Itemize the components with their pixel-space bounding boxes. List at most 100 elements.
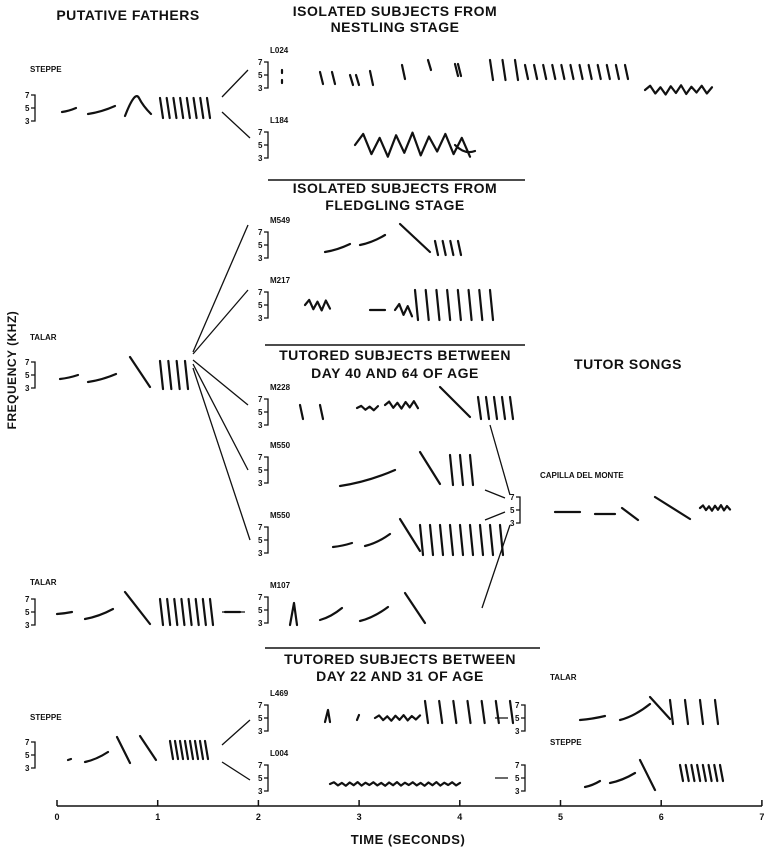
sonogram xyxy=(168,739,210,761)
sonogram xyxy=(288,601,299,627)
scale-label: 3 xyxy=(258,619,263,628)
sonogram xyxy=(318,606,344,622)
sonogram xyxy=(413,288,495,322)
sonogram xyxy=(643,84,714,96)
song-label: STEPPE xyxy=(30,65,62,74)
tick-label: 7 xyxy=(759,812,764,822)
heading: DAY 40 AND 64 OF AGE xyxy=(311,365,479,381)
connector xyxy=(264,131,269,159)
scale-label: 7 xyxy=(258,701,263,710)
sonogram xyxy=(668,698,720,726)
sonogram xyxy=(328,781,462,787)
sonogram xyxy=(355,404,380,412)
tick-label: 2 xyxy=(256,812,261,822)
heading: TUTORED SUBJECTS BETWEEN xyxy=(284,651,516,667)
sonogram xyxy=(426,58,433,72)
sonogram xyxy=(58,373,80,381)
tick-label: 6 xyxy=(659,812,664,822)
song-label: L004 xyxy=(270,749,289,758)
sonogram xyxy=(433,239,463,257)
connector xyxy=(192,367,251,541)
scale-label: 3 xyxy=(258,314,263,323)
song-label: TALAR xyxy=(30,333,57,342)
x-axis-label: TIME (SECONDS) xyxy=(351,832,466,847)
tick-label: 4 xyxy=(457,812,462,822)
scale-label: 3 xyxy=(258,254,263,263)
sonogram xyxy=(620,506,640,522)
sonogram xyxy=(400,63,407,81)
song-label: L184 xyxy=(270,116,289,125)
connector xyxy=(264,231,269,259)
sonogram xyxy=(86,104,117,116)
scale-label: 5 xyxy=(258,466,263,475)
connector xyxy=(481,424,511,609)
sonogram xyxy=(578,714,607,722)
sonogram xyxy=(608,771,637,785)
sonogram xyxy=(638,758,657,792)
connector xyxy=(264,456,269,484)
scale-label: 7 xyxy=(258,228,263,237)
song-label: TALAR xyxy=(30,578,57,587)
sonogram xyxy=(383,400,420,410)
scale-label: 7 xyxy=(258,128,263,137)
connector xyxy=(264,61,269,89)
connector xyxy=(495,717,508,779)
sonogram xyxy=(583,779,602,789)
connector xyxy=(192,224,249,353)
sonogram xyxy=(83,750,110,764)
sonogram xyxy=(158,359,190,391)
sonogram xyxy=(348,73,361,87)
scale-label: 3 xyxy=(258,479,263,488)
heading: NESTLING STAGE xyxy=(331,19,460,35)
scale-label: 5 xyxy=(258,774,263,783)
scale-label: 7 xyxy=(258,453,263,462)
sonogram xyxy=(398,517,422,553)
sonogram xyxy=(368,69,375,87)
scale-label: 7 xyxy=(258,58,263,67)
scale-label: 5 xyxy=(510,506,515,515)
song-label: M228 xyxy=(270,383,291,392)
scale-label: 3 xyxy=(515,787,520,796)
scale-label: 5 xyxy=(515,774,520,783)
heading: DAY 22 AND 31 OF AGE xyxy=(316,668,484,684)
connector xyxy=(521,764,526,792)
tick-label: 5 xyxy=(558,812,563,822)
sonogram xyxy=(323,242,352,254)
scale-label: 3 xyxy=(515,727,520,736)
connector xyxy=(192,289,249,355)
scale-label: 5 xyxy=(25,104,30,113)
scale-label: 5 xyxy=(25,371,30,380)
scale-label: 3 xyxy=(258,549,263,558)
heading: FLEDGLING STAGE xyxy=(325,197,464,213)
connector xyxy=(221,719,251,781)
sonogram xyxy=(698,504,732,512)
scale-label: 5 xyxy=(258,301,263,310)
sonogram xyxy=(648,695,672,721)
scale-label: 5 xyxy=(25,751,30,760)
heading: ISOLATED SUBJECTS FROM xyxy=(293,3,497,19)
heading: PUTATIVE FATHERS xyxy=(56,7,199,23)
sonogram xyxy=(123,95,153,118)
song-label: M217 xyxy=(270,276,291,285)
sonogram xyxy=(353,131,472,158)
sonogram xyxy=(363,532,392,548)
sonogram xyxy=(338,468,397,488)
connector xyxy=(264,526,269,554)
scale-label: 7 xyxy=(515,701,520,710)
sonogram xyxy=(488,58,520,82)
scale-label: 5 xyxy=(258,241,263,250)
song-label: STEPPE xyxy=(550,738,582,747)
sonogram xyxy=(128,355,152,389)
sonogram xyxy=(403,591,427,625)
scale-label: 5 xyxy=(258,71,263,80)
scale-label: 7 xyxy=(515,761,520,770)
sonogram xyxy=(476,395,515,421)
sonogram xyxy=(323,708,332,724)
sonogram xyxy=(398,222,432,254)
connector xyxy=(221,69,251,139)
song-label: CAPILLA DEL MONTE xyxy=(540,471,624,480)
connector xyxy=(264,291,269,319)
scale-label: 3 xyxy=(258,421,263,430)
connector xyxy=(521,704,526,732)
